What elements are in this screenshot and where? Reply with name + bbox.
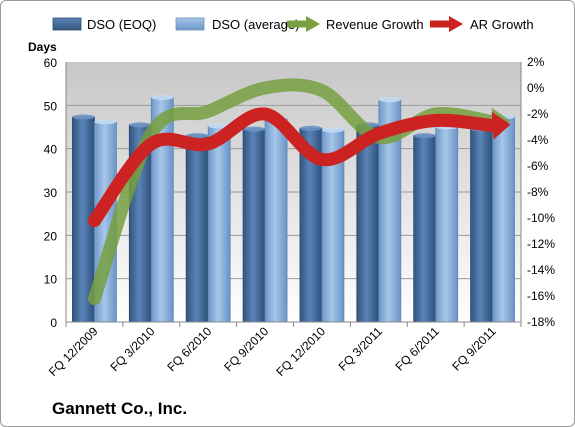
x-tick-label: FQ 9/2011	[449, 324, 499, 374]
bar-dso-average	[207, 123, 231, 323]
x-tick-label: FQ 6/2011	[392, 324, 442, 374]
line-series	[87, 78, 511, 306]
bar-dso-average	[435, 124, 459, 323]
bar-dso-average	[492, 114, 515, 323]
y2-tick-label: -8%	[527, 185, 549, 199]
y2-tick-label: -16%	[527, 289, 555, 303]
legend-item-ar-growth: AR Growth	[430, 16, 534, 32]
y-tick-label: 60	[44, 56, 58, 70]
x-tick-labels: FQ 12/2009 FQ 3/2010 FQ 6/2010 FQ 9/2010 FQ …	[46, 324, 499, 379]
x-tick-label: FQ 6/2010	[164, 324, 214, 374]
y2-tick-label: -4%	[527, 133, 549, 147]
y2-tick-label: -2%	[527, 107, 549, 121]
left-y-tick-labels: 0 10 20 30 40 50 60	[44, 56, 58, 330]
bar-dso-eoq	[185, 133, 209, 323]
y2-tick-label: -14%	[527, 263, 555, 277]
bar-dso-average	[264, 115, 288, 323]
y-tick-label: 20	[44, 229, 58, 243]
legend-item-dso-eoq: DSO (EOQ)	[52, 17, 156, 32]
y2-tick-label: -12%	[527, 237, 555, 251]
x-tick-label: FQ 12/2009	[46, 324, 101, 379]
legend-label-ar-growth: AR Growth	[470, 17, 534, 32]
bar-dso-eoq	[242, 126, 266, 323]
y2-tick-label: -18%	[527, 315, 555, 329]
x-tick-label: FQ 3/2010	[107, 324, 157, 374]
bar-dso-average	[378, 97, 402, 323]
legend-label-dso-eoq: DSO (EOQ)	[87, 17, 156, 32]
x-tick-label: FQ 12/2010	[273, 324, 328, 379]
ar-growth-line	[87, 107, 511, 228]
y-tick-label: 10	[44, 273, 58, 287]
y-tick-label: 30	[44, 186, 58, 200]
legend-label-dso-average: DSO (average)	[212, 17, 299, 32]
y2-tick-label: -10%	[527, 211, 555, 225]
bar-dso-eoq	[356, 122, 380, 323]
right-y-tick-labels: 2% 0% -2% -4% -6% -8% -10% -12% -14% -16% -18%	[527, 55, 555, 329]
legend: DSO (EOQ) DSO (average) Revenue Growth A…	[52, 16, 534, 32]
x-tick-label: FQ 9/2010	[221, 324, 271, 374]
legend-item-dso-average: DSO (average)	[175, 17, 299, 32]
legend-label-revenue-growth: Revenue Growth	[326, 17, 424, 32]
y2-tick-label: -6%	[527, 159, 549, 173]
legend-item-revenue-growth: Revenue Growth	[287, 16, 424, 32]
x-tick-marks	[65, 322, 522, 327]
y-axis-title: Days	[28, 40, 57, 54]
y-tick-label: 0	[50, 316, 57, 330]
bar-dso-eoq	[413, 133, 437, 323]
y2-tick-label: 0%	[527, 81, 545, 95]
y-tick-label: 50	[44, 99, 58, 113]
y2-tick-label: 2%	[527, 55, 545, 69]
x-tick-label: FQ 3/2011	[336, 324, 386, 374]
chart-title: Gannett Co., Inc.	[52, 399, 187, 418]
bar-dso-eoq	[470, 126, 493, 323]
y-tick-label: 40	[44, 143, 58, 157]
